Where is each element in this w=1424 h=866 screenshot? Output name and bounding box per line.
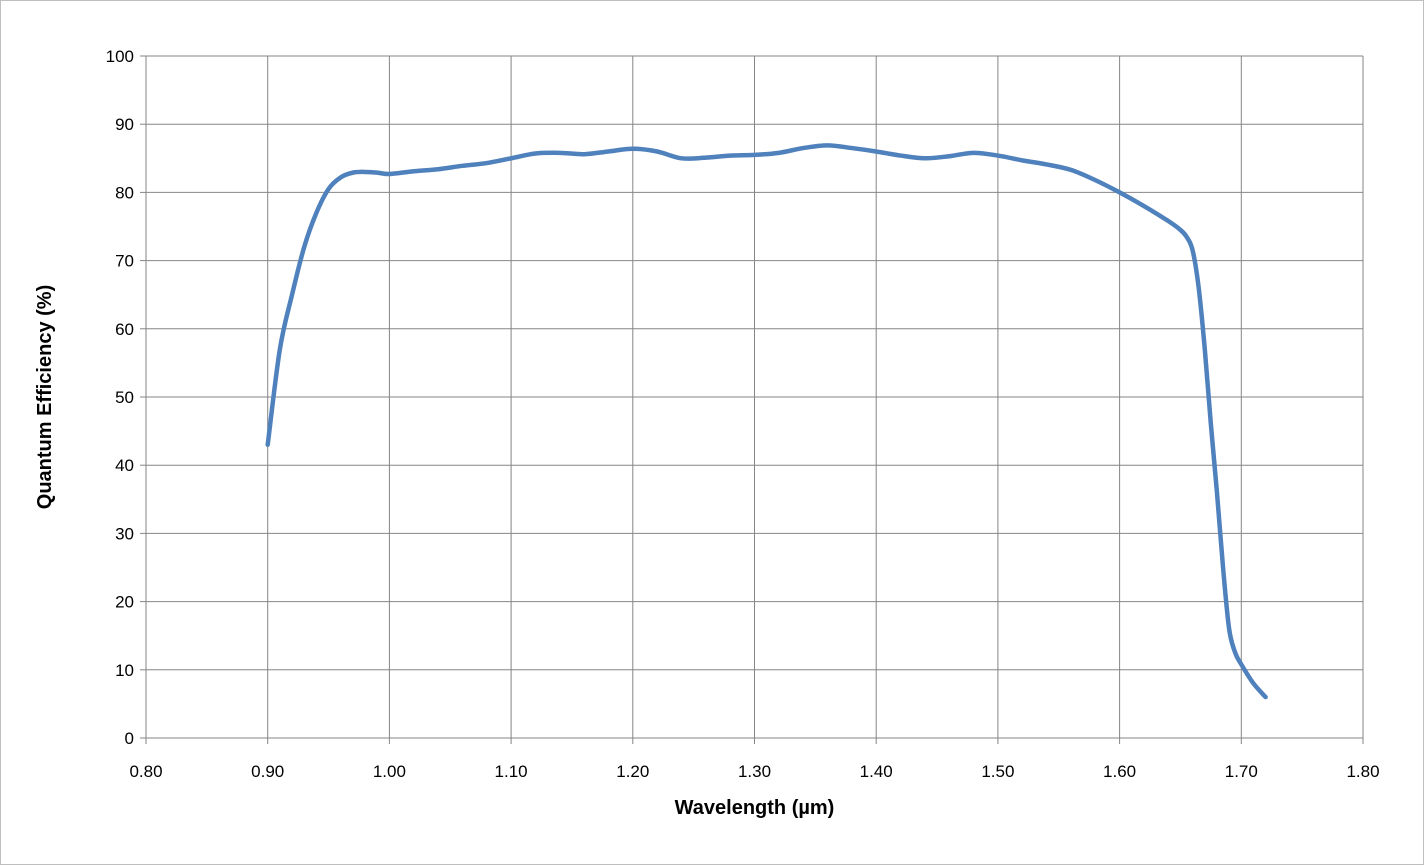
y-tick-label: 70 — [115, 252, 134, 271]
x-tick-label: 1.30 — [738, 762, 771, 781]
gridlines — [146, 55, 1364, 738]
y-tick-label: 50 — [115, 388, 134, 407]
y-tick-label: 100 — [106, 47, 134, 66]
x-tick-label: 1.60 — [1103, 762, 1136, 781]
y-tick-label: 10 — [115, 661, 134, 680]
x-tick-label: 1.80 — [1346, 762, 1379, 781]
y-axis-title: Quantum Efficiency (%) — [34, 285, 56, 509]
y-tick-label: 60 — [115, 320, 134, 339]
y-tick-label: 0 — [125, 729, 134, 748]
x-tick-label: 1.50 — [981, 762, 1014, 781]
x-tick-labels: 0.80 0.90 1.00 1.10 1.20 1.30 1.40 1.50 1.60 1.70… — [129, 762, 1379, 781]
x-tick-label: 1.00 — [373, 762, 406, 781]
x-tick-label: 1.20 — [616, 762, 649, 781]
axes — [140, 55, 1364, 744]
y-tick-label: 30 — [115, 524, 134, 543]
y-tick-label: 80 — [115, 183, 134, 202]
x-tick-label: 1.10 — [495, 762, 528, 781]
x-tick-label: 1.40 — [860, 762, 893, 781]
series-line — [265, 143, 1268, 700]
x-tick-label: 1.70 — [1225, 762, 1258, 781]
y-tick-label: 40 — [115, 456, 134, 475]
y-tick-label: 90 — [115, 115, 134, 134]
y-tick-label: 20 — [115, 593, 134, 612]
series-lines — [265, 143, 1268, 700]
x-tick-label: 0.80 — [129, 762, 162, 781]
y-tick-labels: 0 10 20 30 40 50 60 70 80 90 100 — [106, 47, 134, 748]
x-axis-title: Wavelength (µm) — [675, 797, 835, 819]
x-tick-label: 0.90 — [251, 762, 284, 781]
